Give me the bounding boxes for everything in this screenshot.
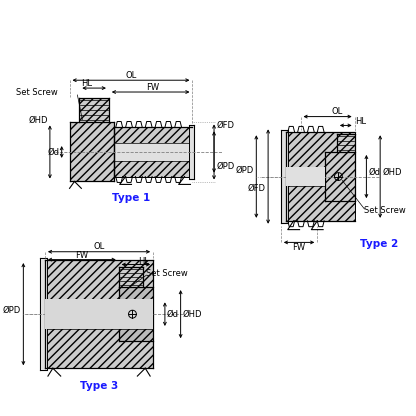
Text: Ød: Ød [48,148,60,156]
Text: Set Screw: Set Screw [146,269,188,278]
Text: ØHD: ØHD [382,168,401,177]
Text: ØPD: ØPD [217,162,235,171]
Text: Ød: Ød [368,168,380,177]
Bar [40,258,47,370]
Bar [114,127,193,176]
Text: FW: FW [292,243,306,252]
Text: OL: OL [94,243,105,251]
Bar [45,260,153,368]
Bar [69,122,114,181]
Text: ØHD: ØHD [28,116,48,125]
Text: Ød: Ød [167,310,179,319]
Text: HL: HL [355,117,366,126]
Text: ØPD: ØPD [235,166,253,175]
Text: FW: FW [75,251,88,260]
Text: ØFD: ØFD [247,184,265,193]
Text: ØPD: ØPD [2,306,20,315]
Text: ØFD: ØFD [217,121,235,130]
Text: OL: OL [125,71,136,80]
Text: Type 3: Type 3 [80,381,118,391]
Bar [286,132,354,221]
Text: ØHD: ØHD [183,310,202,319]
Bar [79,98,109,122]
Bar [286,167,325,186]
Text: OL: OL [332,107,343,116]
Text: FW: FW [146,83,159,92]
Text: Type 1: Type 1 [112,193,150,203]
Text: HL: HL [81,79,92,88]
Bar [337,134,354,152]
Bar [325,152,354,201]
Bar [119,267,143,287]
Text: Set Screw: Set Screw [364,206,406,215]
Text: HL: HL [138,257,149,266]
Bar [281,130,288,223]
Bar [119,287,153,341]
Bar [45,300,153,329]
Text: Set Screw: Set Screw [16,89,58,97]
Text: Type 2: Type 2 [359,239,398,249]
Bar [114,143,193,161]
Bar [189,126,194,178]
